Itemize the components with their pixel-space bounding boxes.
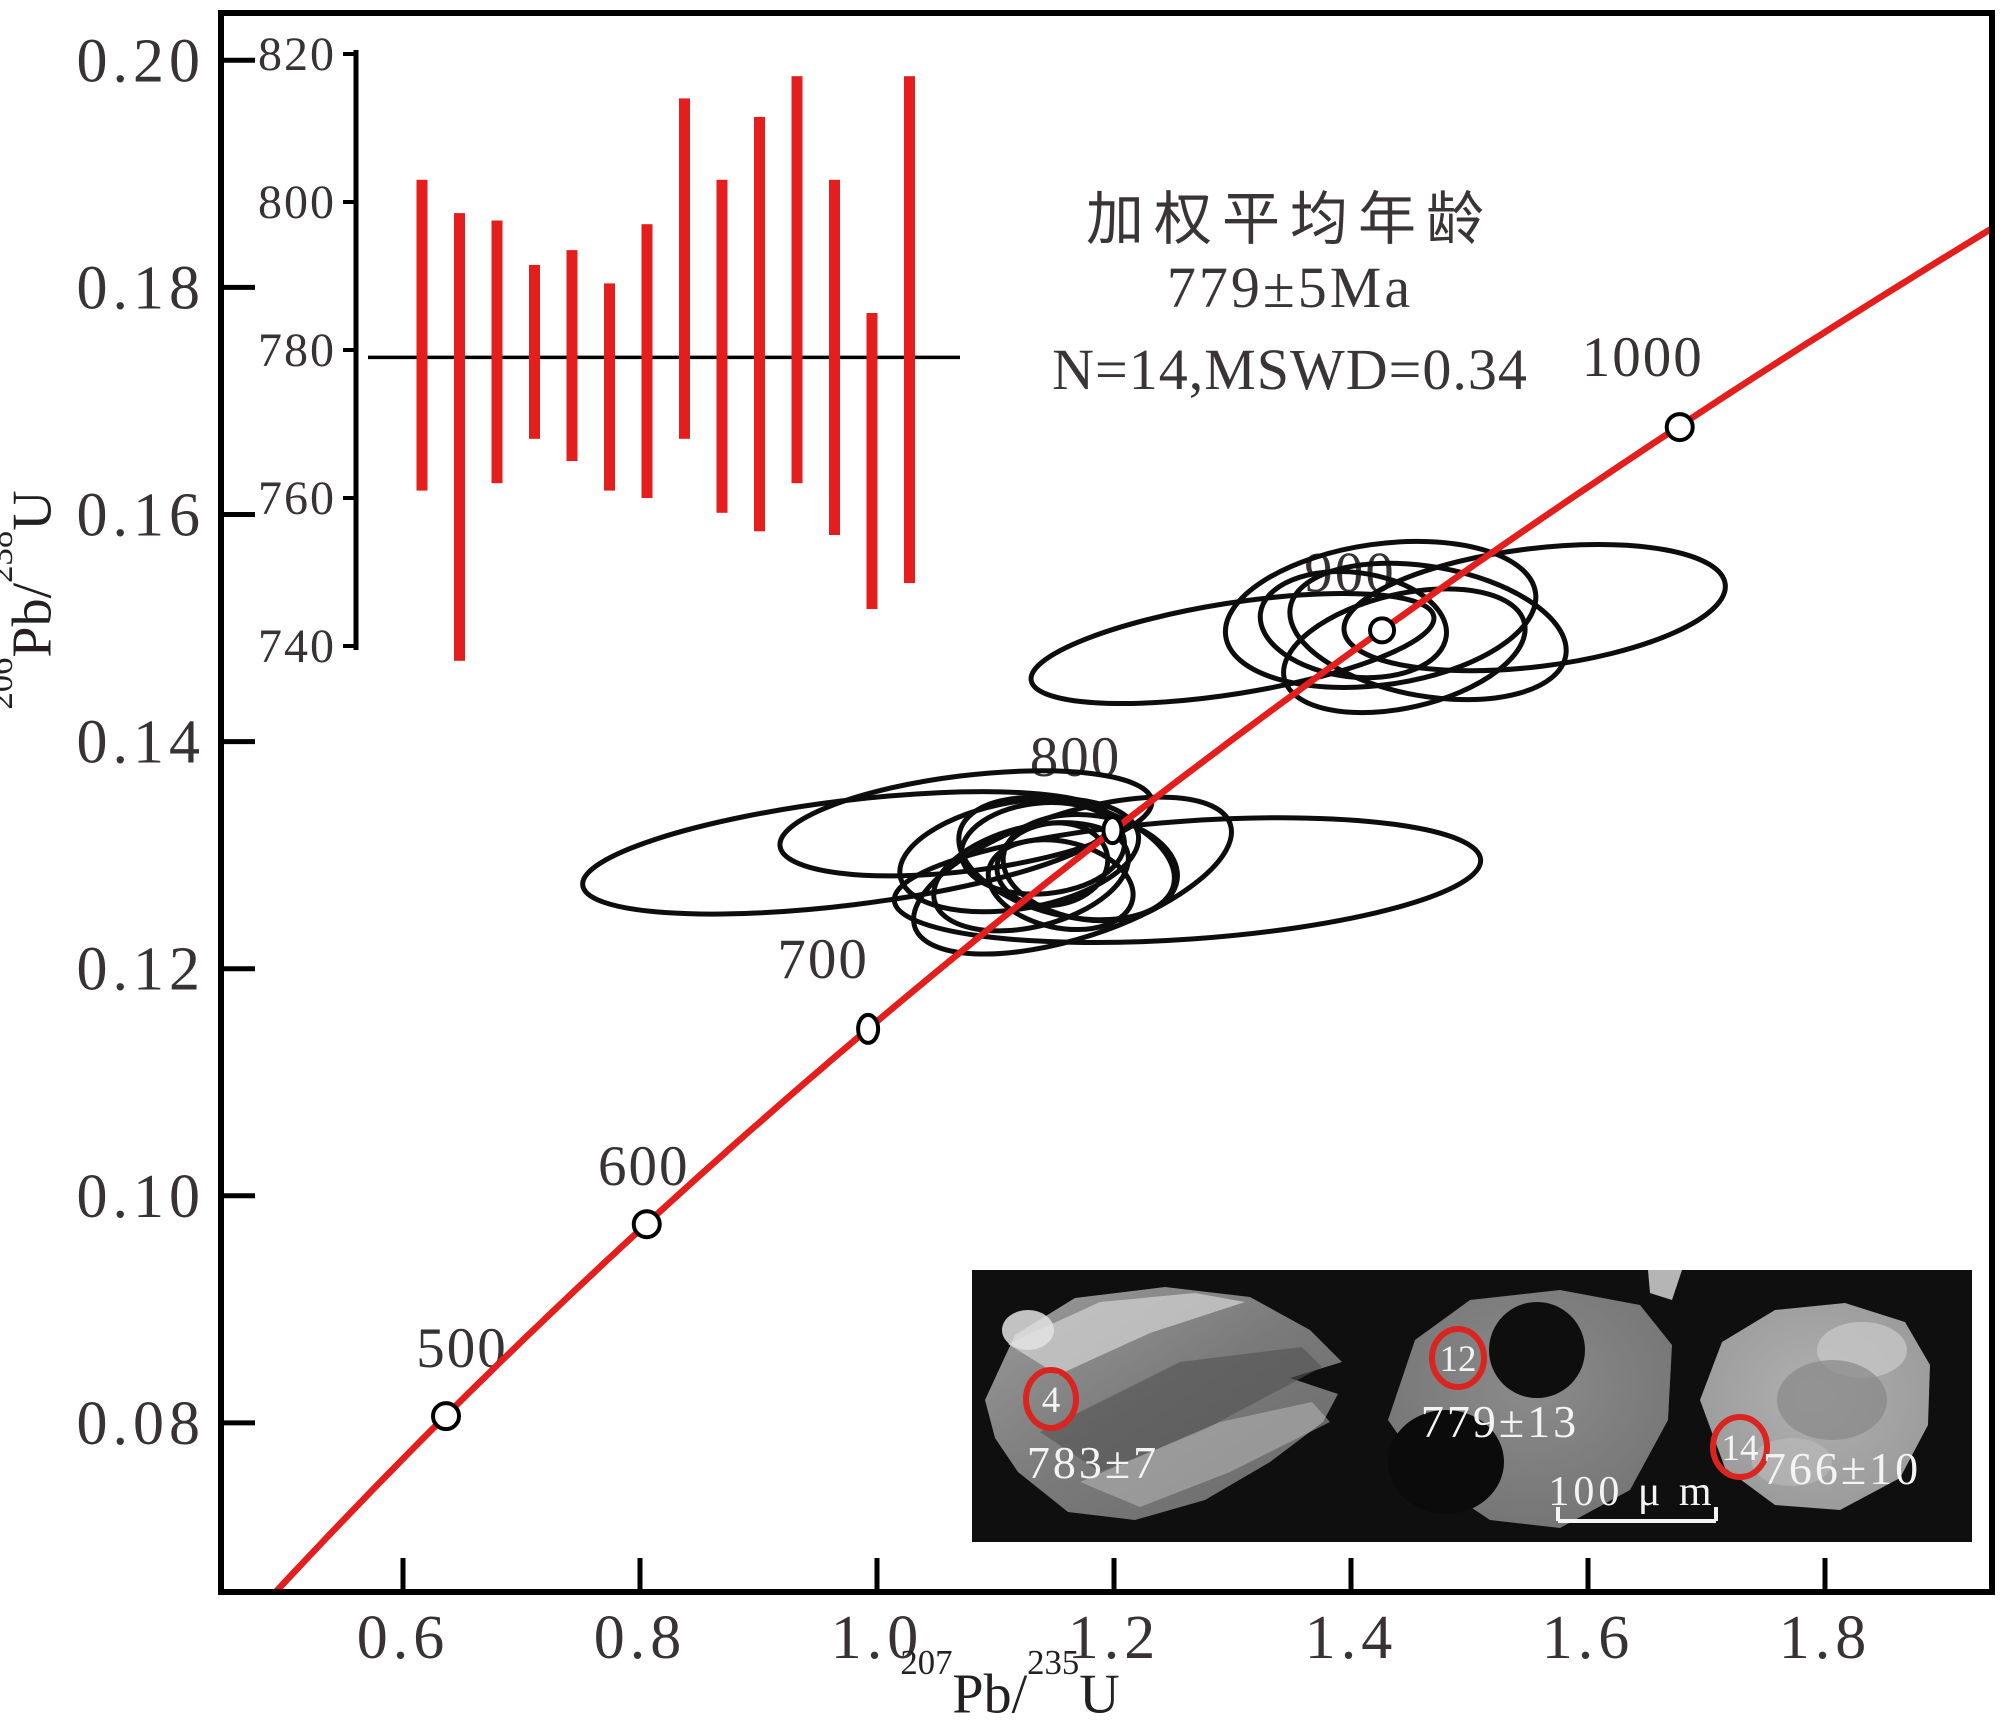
age-label-700: 700 (777, 928, 869, 991)
spot-number-12: 12 (1440, 1339, 1477, 1380)
error-ellipse (1257, 569, 1450, 681)
concordia-marker-layer (431, 412, 1695, 1432)
spot-number-4: 4 (1042, 1380, 1061, 1421)
age-error-bar (866, 313, 878, 609)
age-error-bar (641, 224, 653, 498)
age-error-bar (454, 213, 465, 661)
spot-age-12: 779±13 (1421, 1396, 1579, 1447)
age-marker-600 (631, 1209, 662, 1240)
age-label-1000: 1000 (1582, 326, 1704, 389)
error-ellipse (580, 789, 1115, 917)
spot-age-4: 783±7 (1027, 1437, 1159, 1488)
zircon-grain-3-dark-core (1777, 1360, 1887, 1440)
zircon-grain-2-hole-lower (1388, 1410, 1504, 1514)
y-tick-label: 0.10 (77, 1163, 206, 1231)
y-axis-title: 206Pb/238U (0, 350, 64, 850)
age-error-bar (529, 264, 540, 439)
plot-border (218, 10, 1995, 1595)
error-ellipse (1341, 542, 1728, 674)
age-marker-700 (856, 1012, 881, 1045)
x-axis-ticks: 0.6 0.8 1.0 1.2 1.4 1.6 1.8 (357, 1558, 1872, 1672)
error-ellipse (985, 837, 1136, 933)
inset-y-tick-label: 780 (258, 324, 336, 377)
x-tick-label: 1.0 (831, 1604, 924, 1672)
zircon-grain-2-hole-upper (1489, 1302, 1585, 1398)
y-tick-label: 0.18 (77, 254, 206, 322)
error-ellipse (1222, 538, 1539, 690)
error-ellipse (891, 815, 1484, 945)
age-error-bar (754, 116, 765, 532)
y-title-u: U (1, 490, 64, 531)
x-title-isotope-207: 207 (900, 1642, 953, 1682)
inset-y-tick-label: 760 (258, 472, 336, 525)
age-marker-1000 (1664, 412, 1695, 443)
zircon-grain-1-bright-spot (1002, 1310, 1054, 1350)
weighted-mean-inset: 820 800 780 760 740 (258, 28, 960, 673)
y-tick-label: 0.12 (77, 936, 206, 1004)
x-title-isotope-235: 235 (1027, 1642, 1080, 1682)
error-ellipse (1287, 560, 1569, 703)
zircon-grain-1-bright-streak (1008, 1293, 1245, 1375)
x-tick-label: 1.4 (1305, 1604, 1398, 1672)
spot-age-14: 766±10 (1763, 1443, 1921, 1494)
inset-y-tick-label: 800 (258, 176, 336, 229)
x-title-pb: Pb/ (952, 1663, 1028, 1726)
y-tick-label: 0.16 (77, 482, 206, 550)
spot-number-14: 14 (1722, 1428, 1759, 1469)
x-tick-label: 1.2 (1068, 1604, 1161, 1672)
age-error-bar (604, 283, 615, 491)
y-title-isotope-238: 238 (0, 530, 20, 583)
age-error-bar (904, 76, 915, 584)
age-error-bar (716, 179, 728, 513)
zircon-grain-1-light-streak (1080, 1402, 1330, 1507)
scale-bar-label: 100 μ m (1548, 1469, 1715, 1515)
x-tick-label: 1.8 (1779, 1604, 1872, 1672)
x-axis-title: 207Pb/235U (760, 1643, 1260, 1726)
weighted-mean-stats: N=14,MSWD=0.34 (1052, 337, 1528, 402)
inset-y-tick-label: 820 (258, 28, 336, 81)
x-tick-label: 0.6 (357, 1604, 450, 1672)
age-error-bar (491, 220, 503, 484)
age-error-bar (829, 179, 840, 536)
spot-ring-14 (1710, 1414, 1770, 1480)
spot-ring-12 (1429, 1326, 1487, 1390)
error-ellipse-layer (580, 538, 1728, 957)
y-tick-label: 0.20 (77, 27, 206, 95)
age-error-bar (416, 179, 428, 491)
y-tick-label: 0.08 (77, 1390, 206, 1458)
x-tick-label: 1.6 (1542, 1604, 1635, 1672)
error-ellipse (994, 820, 1111, 909)
x-title-u: U (1079, 1663, 1120, 1726)
y-title-pb: Pb/ (1, 582, 64, 658)
weighted-mean-age-value: 779±5Ma (1166, 255, 1414, 320)
age-error-bar (679, 98, 690, 439)
age-error-bar (791, 76, 803, 484)
zircon-cl-panel: 4 783±7 12 779±13 14 766±10 100 μ m (972, 1270, 1972, 1542)
error-ellipse (1000, 811, 1180, 924)
spot-ring-4 (1023, 1367, 1079, 1431)
concordia-curve (268, 224, 1995, 1595)
y-title-isotope-206: 206 (0, 657, 20, 710)
concordia-curve-layer (268, 224, 1995, 1595)
age-label-800: 800 (1030, 726, 1122, 789)
y-axis-ticks: 0.20 0.18 0.16 0.14 0.12 0.10 0.08 (77, 27, 255, 1458)
error-ellipse (1281, 586, 1528, 716)
x-tick-label: 0.8 (594, 1604, 687, 1672)
error-ellipse (958, 800, 1127, 897)
zircon-grain-1-dark-band (1040, 1347, 1322, 1472)
age-marker-500 (431, 1401, 462, 1432)
zircon-grain-3-light-patch-2 (1752, 1438, 1832, 1486)
age-label-600: 600 (598, 1135, 690, 1198)
inset-y-tick-label: 740 (258, 620, 336, 673)
age-error-bar (566, 250, 578, 461)
age-marker-800 (1101, 815, 1124, 846)
error-ellipse (1028, 590, 1437, 707)
weighted-mean-title: 加权平均年龄 (1085, 187, 1494, 252)
age-marker-900 (1368, 616, 1397, 645)
y-tick-label: 0.14 (77, 709, 206, 777)
zircon-grain-fragment (1648, 1270, 1682, 1300)
